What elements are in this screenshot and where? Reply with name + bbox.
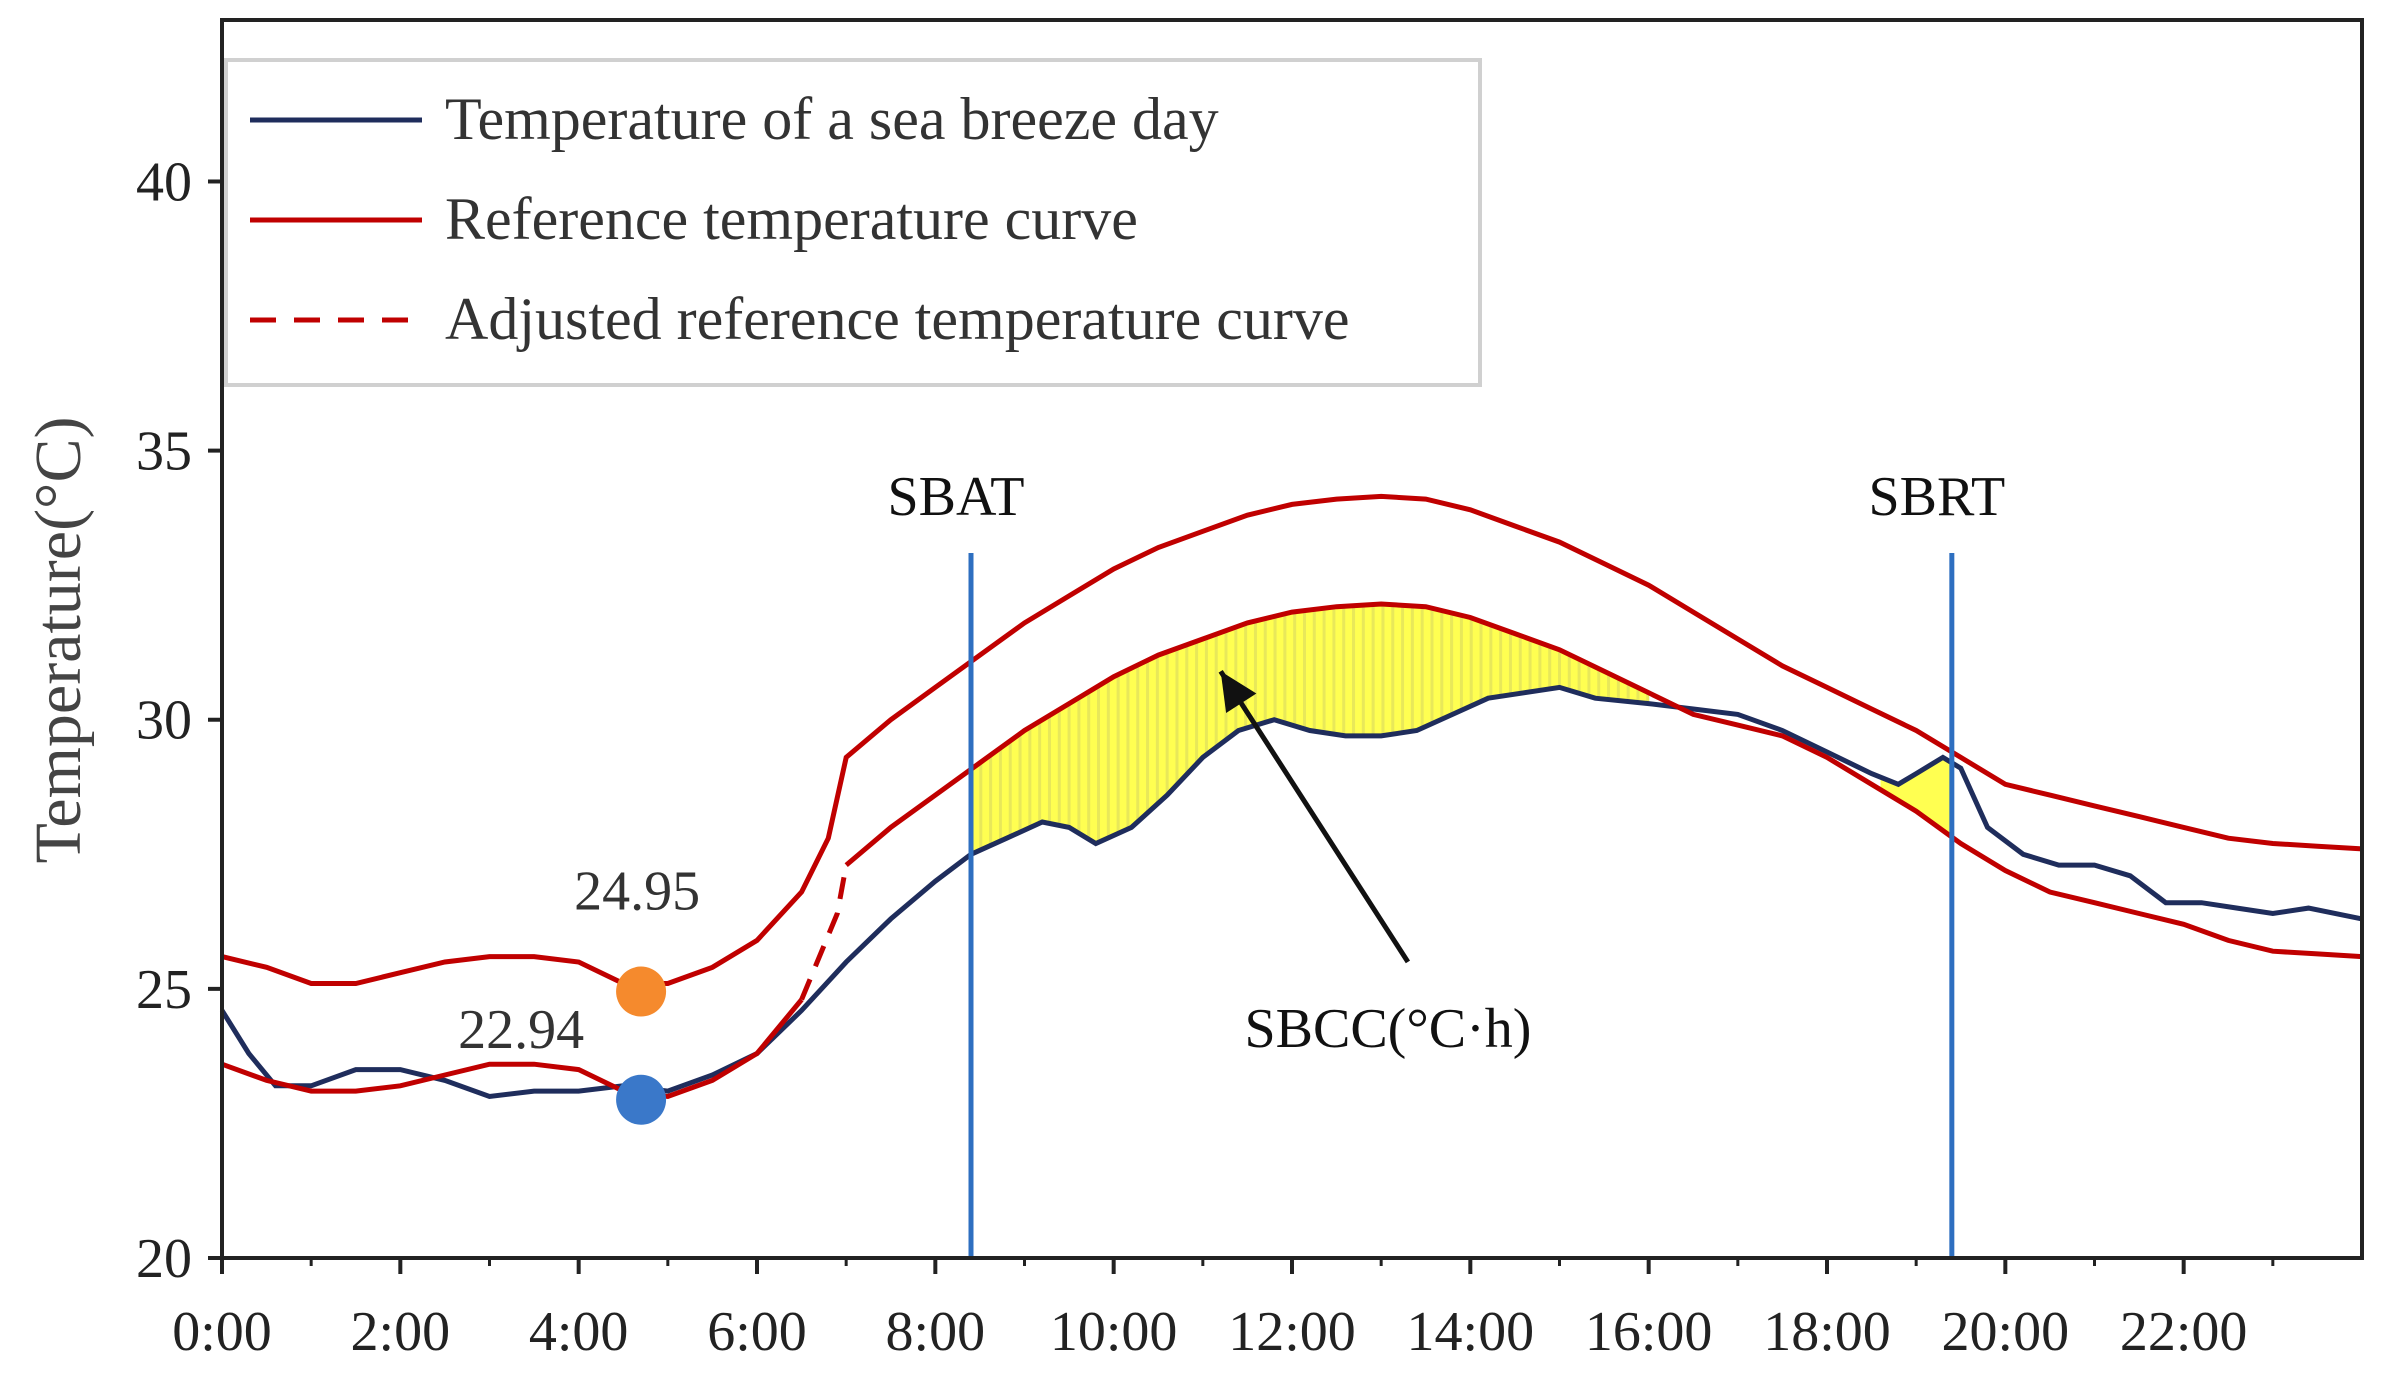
y-tick-label: 30 <box>136 690 192 752</box>
x-tick-label: 8:00 <box>886 1301 986 1363</box>
x-tick-label: 14:00 <box>1407 1301 1535 1363</box>
sbrt-label: SBRT <box>1868 466 2005 528</box>
y-axis-label: Temperature(°C) <box>22 417 95 864</box>
y-tick-label: 25 <box>136 959 192 1021</box>
shaded-region-2 <box>1880 757 1952 838</box>
marker-label-1: 24.95 <box>574 861 700 923</box>
marker-point-1 <box>616 966 667 1017</box>
reference-curve-lower-line-b <box>844 601 2363 960</box>
markers: 24.95 22.94 <box>458 861 700 1125</box>
x-tick-label: 2:00 <box>351 1301 451 1363</box>
x-tick-label: 12:00 <box>1228 1301 1356 1363</box>
legend-box <box>224 58 1482 387</box>
adjusted-reference-dashed-line <box>799 864 849 1001</box>
axes: 20 25 30 35 40 0:00 2:00 4:00 6:00 8:00 10:00 12:00… <box>22 18 2364 1363</box>
y-tick-label: 40 <box>136 151 192 213</box>
y-tick-label: 35 <box>136 421 192 483</box>
sbcc-arrow-line <box>1218 669 1411 964</box>
shaded-areas <box>969 604 1952 855</box>
sbcc-label: SBCC(°C·h) <box>1244 998 1531 1060</box>
x-tick-label: 4:00 <box>529 1301 629 1363</box>
reference-curve-lower-line-a <box>221 998 804 1100</box>
vertical-lines: SBAT SBRT <box>888 466 2005 1258</box>
legend[interactable]: Temperature of a sea breeze day Reference… <box>224 58 1482 387</box>
series-layer <box>219 493 2363 1100</box>
legend-label-1: Temperature of a sea breeze day <box>445 86 1219 152</box>
x-tick-label: 18:00 <box>1763 1301 1891 1363</box>
x-tick-label: 16:00 <box>1585 1301 1713 1363</box>
legend-label-3: Adjusted reference temperature curve <box>445 286 1349 352</box>
y-tick-label: 20 <box>136 1228 192 1290</box>
x-tick-label: 20:00 <box>1942 1301 2070 1363</box>
marker-point-2 <box>616 1074 667 1125</box>
marker-label-2: 22.94 <box>458 999 584 1061</box>
legend-label-2: Reference temperature curve <box>445 186 1138 252</box>
sea-breeze-temperature-line <box>219 684 2363 1100</box>
annotation-layer: SBCC(°C·h) <box>1218 669 1531 1060</box>
sbcc-arrow-head <box>1220 671 1257 713</box>
x-tick-label: 10:00 <box>1050 1301 1178 1363</box>
x-tick-label: 22:00 <box>2120 1301 2248 1363</box>
sbat-label: SBAT <box>888 466 1025 528</box>
reference-curve-upper-line <box>221 493 2363 986</box>
x-tick-label: 0:00 <box>172 1301 272 1363</box>
x-tick-label: 6:00 <box>707 1301 807 1363</box>
